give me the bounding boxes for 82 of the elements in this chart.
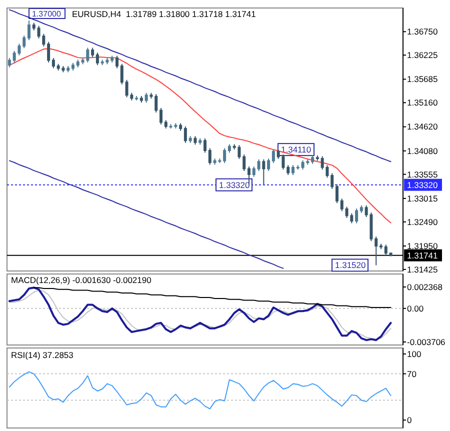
- line-series: [8, 48, 392, 224]
- candlestick: [380, 243, 382, 250]
- candlestick: [47, 41, 50, 63]
- candlestick: [22, 35, 26, 49]
- candlestick: [116, 55, 118, 69]
- candlestick: [374, 236, 378, 266]
- ref-line-label: 1.31741: [407, 250, 438, 260]
- y-tick-label: 0.002368: [407, 282, 443, 292]
- candlestick: [292, 164, 294, 176]
- candlestick: [330, 172, 334, 190]
- y-tick-label: 70: [407, 368, 417, 379]
- candlestick: [72, 62, 74, 72]
- candlestick: [8, 58, 11, 68]
- candlestick: [204, 138, 206, 154]
- candlestick: [198, 138, 202, 146]
- candlestick: [91, 47, 94, 58]
- y-tick-label: -0.003706: [407, 336, 446, 347]
- candlestick: [150, 92, 153, 100]
- y-tick-label: 1.31950: [407, 240, 438, 251]
- candlestick: [110, 55, 114, 63]
- candlestick: [384, 244, 388, 256]
- candlestick: [208, 148, 212, 166]
- annotation: 1.37000: [32, 9, 62, 18]
- candlestick: [316, 154, 319, 162]
- candlestick: [188, 136, 192, 144]
- candlestick: [194, 136, 197, 146]
- chart-title: RSI(14) 37.2853: [11, 350, 74, 360]
- y-tick-label: 0: [407, 415, 412, 426]
- candlestick: [120, 63, 124, 85]
- candlestick: [257, 158, 260, 172]
- line-series: [8, 371, 392, 410]
- candlestick: [160, 108, 162, 126]
- candlestick: [340, 198, 344, 212]
- candlestick: [296, 164, 300, 170]
- candlestick: [135, 95, 138, 101]
- y-tick-label: 1.31425: [407, 264, 438, 274]
- chart-title: EURUSD,H4 1.31789 1.31800 1.31718 1.31741: [72, 9, 256, 19]
- candlestick: [52, 58, 55, 69]
- y-tick-label: 1.36750: [407, 26, 438, 37]
- candlestick: [140, 95, 143, 104]
- y-tick-label: 1.36225: [407, 50, 438, 60]
- candlestick: [360, 204, 363, 214]
- y-tick-label: 1.35685: [407, 74, 438, 84]
- ref-line-label: 1.33320: [407, 180, 438, 190]
- line-series: [8, 160, 284, 269]
- candlestick: [28, 20, 30, 41]
- annotation: 1.34110: [281, 144, 312, 155]
- candlestick: [154, 94, 158, 113]
- y-tick-label: 0.00: [407, 303, 424, 314]
- line-series: [33, 287, 392, 308]
- candlestick: [252, 166, 256, 178]
- annotation: 1.33320: [219, 180, 250, 190]
- candlestick: [144, 92, 148, 104]
- y-tick-label: 1.33015: [407, 193, 438, 204]
- y-tick-label: 1.34080: [407, 146, 438, 156]
- candlestick: [76, 59, 80, 68]
- candlestick: [336, 184, 338, 204]
- y-tick-label: 1.32490: [407, 216, 438, 227]
- candlestick: [184, 126, 187, 144]
- candlestick: [267, 158, 270, 172]
- candlestick: [32, 22, 36, 31]
- annotation: 1.31520: [335, 260, 366, 270]
- candlestick: [389, 252, 392, 257]
- candlestick: [262, 158, 266, 186]
- candlestick: [228, 144, 231, 154]
- y-tick-label: 1.33555: [407, 169, 438, 180]
- candlestick: [223, 148, 226, 164]
- candlestick: [248, 166, 250, 186]
- candlestick: [242, 154, 246, 172]
- candlestick: [164, 120, 168, 130]
- candlestick: [355, 208, 358, 224]
- line-series: [8, 9, 392, 162]
- candlestick: [179, 122, 182, 132]
- y-tick-label: 1.34620: [407, 122, 438, 132]
- chart-title: MACD(12,26,9) -0.001630 -0.002190: [11, 275, 152, 285]
- candlestick: [96, 52, 99, 66]
- candlestick: [272, 149, 275, 164]
- y-tick-label: 100: [407, 348, 422, 359]
- candlestick: [311, 154, 314, 164]
- candlestick: [66, 66, 70, 73]
- candlestick: [286, 164, 290, 176]
- y-tick-label: 1.35160: [407, 98, 438, 108]
